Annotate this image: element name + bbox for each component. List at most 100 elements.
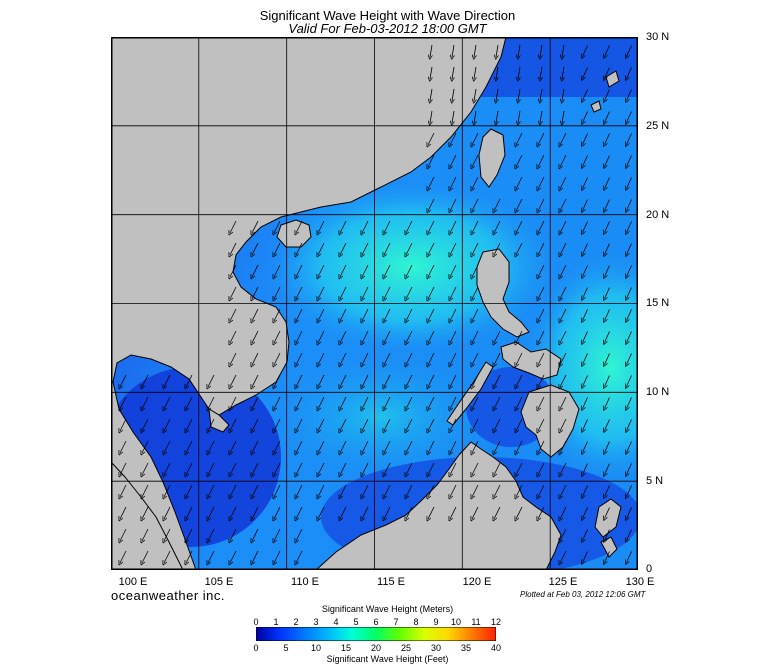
wave-arrow — [252, 396, 259, 409]
wave-arrow — [428, 418, 435, 431]
wave-arrow — [208, 506, 215, 519]
wave-arrow — [428, 506, 435, 519]
wave-arrow — [274, 330, 281, 343]
wave-arrow — [384, 330, 391, 343]
wave-arrow — [450, 330, 457, 343]
wave-arrow — [186, 374, 193, 387]
wave-arrow — [296, 440, 303, 453]
wave-arrow — [450, 484, 457, 497]
wave-arrow — [562, 44, 564, 57]
wave-arrow — [428, 308, 435, 321]
wave-arrow — [296, 264, 303, 277]
wave-arrow — [318, 440, 325, 453]
wave-arrow — [538, 484, 545, 497]
wave-arrow — [274, 396, 281, 409]
wave-arrow — [560, 330, 567, 343]
wave-arrow — [340, 462, 347, 475]
wave-arrow — [560, 154, 567, 167]
wave-arrow — [627, 155, 632, 167]
wave-arrow — [362, 484, 369, 497]
wave-arrow — [252, 286, 259, 299]
wave-arrow — [208, 374, 215, 387]
wave-arrow — [472, 286, 479, 299]
wave-arrow — [142, 374, 149, 387]
wave-arrow — [560, 352, 567, 365]
wave-arrow — [230, 220, 237, 233]
wave-arrow — [496, 44, 498, 57]
wave-arrow — [627, 89, 632, 101]
wave-arrow — [560, 484, 567, 497]
wave-arrow — [450, 418, 457, 431]
wave-arrow — [583, 45, 588, 57]
wave-arrow — [605, 243, 610, 255]
wave-arrow — [472, 220, 479, 233]
wave-arrow — [560, 440, 567, 453]
wave-arrow — [274, 440, 281, 453]
wave-arrow — [583, 133, 588, 145]
wave-arrow — [252, 308, 259, 321]
wave-arrow — [583, 353, 588, 365]
sulawesi-fringe — [594, 498, 622, 538]
map-title: Significant Wave Height with Wave Direct… — [259, 8, 516, 23]
wave-arrow — [496, 110, 498, 123]
wave-arrow — [472, 264, 479, 277]
meters-tick: 2 — [293, 617, 299, 627]
wave-arrow — [605, 221, 610, 233]
wave-arrow — [538, 506, 545, 519]
wave-arrow — [406, 484, 413, 497]
wave-arrow — [296, 396, 303, 409]
wave-direction-arrows — [120, 44, 632, 563]
wave-arrow — [494, 374, 501, 387]
wave-arrow — [627, 441, 632, 453]
wave-arrow — [296, 484, 303, 497]
wave-arrow — [583, 309, 588, 321]
wave-arrow — [142, 462, 149, 475]
wave-arrow — [494, 198, 501, 211]
wave-arrow — [560, 550, 567, 563]
wave-arrow — [274, 484, 281, 497]
wave-arrow — [560, 264, 567, 277]
colorbar-feet-title: Significant Wave Height (Feet) — [326, 654, 449, 664]
wave-arrow — [318, 308, 325, 321]
wave-arrow — [605, 529, 610, 541]
wave-arrow — [318, 374, 325, 387]
wave-arrow — [516, 352, 523, 365]
wave-arrow — [120, 462, 127, 475]
wave-arrow — [164, 484, 171, 497]
wave-arrow — [362, 396, 369, 409]
wave-arrow — [428, 462, 435, 475]
wave-arrow — [164, 506, 171, 519]
wave-arrow — [230, 396, 237, 409]
wave-arrow — [518, 66, 520, 79]
wave-arrow — [583, 463, 588, 475]
wave-arrow — [186, 528, 193, 541]
wave-arrow — [450, 374, 457, 387]
wave-arrow — [583, 67, 588, 79]
wave-arrow — [538, 330, 545, 343]
wave-arrow — [516, 396, 523, 409]
wave-arrow — [472, 132, 479, 145]
wave-arrow — [384, 484, 391, 497]
wave-arrow — [516, 374, 523, 387]
meters-tick: 6 — [373, 617, 379, 627]
wave-arrow — [516, 330, 523, 343]
wave-arrow — [560, 220, 567, 233]
wave-arrow — [252, 330, 259, 343]
wave-arrow — [605, 331, 610, 343]
wave-arrow — [605, 463, 610, 475]
wave-arrow — [605, 133, 610, 145]
wave-arrow — [472, 242, 479, 255]
wave-arrow — [583, 419, 588, 431]
wave-arrow — [340, 396, 347, 409]
wave-arrow — [340, 484, 347, 497]
wave-arrow — [296, 462, 303, 475]
meters-tick: 4 — [333, 617, 339, 627]
wave-arrow — [208, 418, 215, 431]
wave-arrow — [230, 440, 237, 453]
wave-arrow — [627, 221, 632, 233]
wave-arrow — [450, 154, 457, 167]
wave-arrow — [430, 66, 432, 79]
wave-arrow — [494, 220, 501, 233]
lon-label-115e: 115 E — [377, 576, 405, 588]
wave-arrow — [274, 242, 281, 255]
